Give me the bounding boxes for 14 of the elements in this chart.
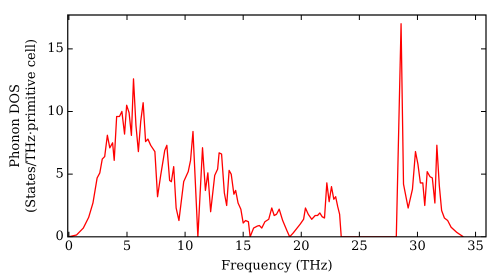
y-tick-label: 0	[55, 229, 64, 244]
y-axis-title: Phonon DOS (States/THz·primitive cell)	[8, 38, 39, 213]
x-tick-label: 10	[176, 238, 194, 254]
x-tick-label: 5	[122, 238, 132, 254]
x-tick-label: 15	[234, 238, 252, 254]
x-tick-label: 30	[409, 238, 426, 254]
y-tick-label: 5	[55, 166, 64, 182]
y-tick-label: 10	[47, 104, 64, 119]
x-tick-label: 25	[351, 238, 368, 254]
y-tick-label: 15	[47, 41, 64, 56]
x-tick-label: 0	[64, 238, 74, 254]
x-axis-title: Frequency (THz)	[221, 258, 333, 274]
x-tick-label: 35	[467, 238, 484, 254]
x-tick-label: 20	[292, 238, 310, 254]
